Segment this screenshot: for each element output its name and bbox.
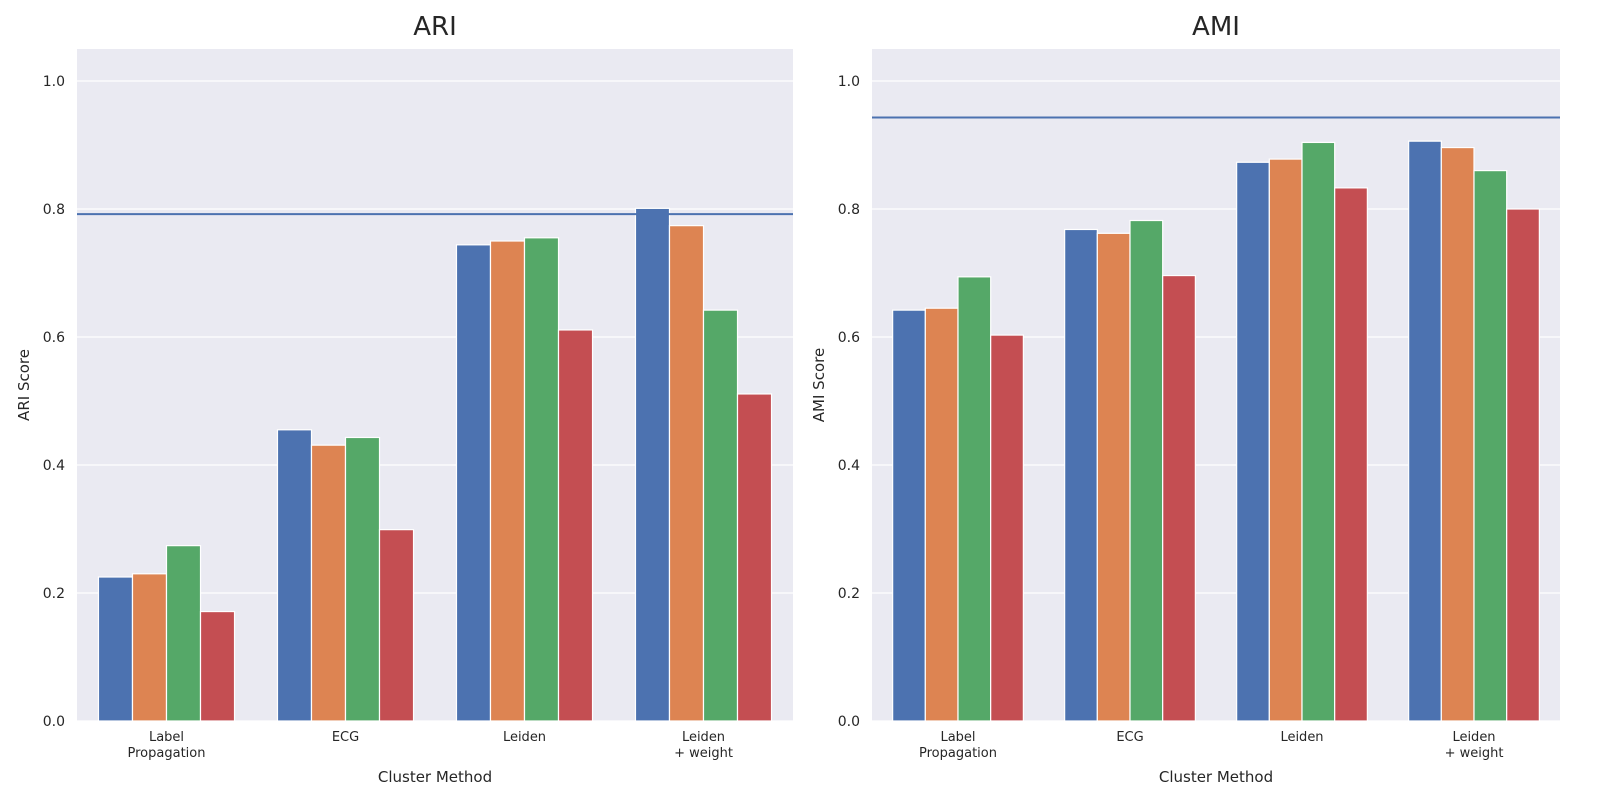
ari-bar — [97, 576, 134, 722]
ari-bar — [634, 207, 671, 722]
ami-bar — [1440, 146, 1475, 722]
ari-title: ARI — [413, 12, 457, 42]
ari-category-label: Leiden + weight — [674, 730, 733, 761]
ami-ytick-label: 0.4 — [838, 458, 860, 474]
ami-bar — [924, 307, 959, 722]
ami-category-label-line: Leiden — [1452, 730, 1495, 745]
ami-title: AMI — [1192, 12, 1240, 42]
ari-bar — [276, 429, 313, 722]
ami-ytick-label: 1.0 — [838, 74, 860, 90]
ari-category-label-line: Leiden — [682, 730, 725, 745]
ari-bar — [523, 237, 560, 722]
ami-ytick-label: 0.8 — [838, 202, 860, 218]
ami-category-label-line: + weight — [1445, 746, 1504, 761]
ami-category-label-line: Leiden — [1280, 730, 1323, 745]
ami-bar — [1334, 187, 1368, 722]
ari-ytick-label: 1.0 — [43, 74, 65, 90]
ari-category-label-line: Propagation — [128, 746, 206, 761]
ari-xlabel: Cluster Method — [378, 768, 492, 786]
ami-category-label: Leiden + weight — [1445, 730, 1504, 761]
ari-category-label-line: Leiden — [503, 730, 546, 745]
ari-bar — [344, 436, 381, 722]
ami-ytick-label: 0.0 — [838, 714, 860, 730]
ari-bar — [310, 444, 347, 722]
ami-bar — [1408, 140, 1442, 722]
ari-chart: 0.0 0.2 0.4 0.6 0.8 1.0 Label Propagation ECG Lei… — [15, 12, 793, 786]
ami-category-label: ECG — [1116, 730, 1143, 745]
ari-bar — [199, 610, 236, 722]
ari-bar — [557, 329, 594, 722]
ari-category-label: ECG — [332, 730, 359, 745]
ami-bar — [1129, 219, 1164, 722]
ari-bar — [489, 240, 526, 722]
ari-bar — [378, 529, 415, 722]
ari-ylabel: ARI Score — [15, 349, 33, 421]
ami-bar — [957, 276, 992, 722]
ami-bar — [1236, 161, 1270, 722]
ami-category-label-line: Label — [940, 730, 975, 745]
ari-bar — [455, 244, 492, 722]
ami-bar — [1301, 141, 1336, 722]
ami-bar — [990, 334, 1024, 722]
ami-bar — [1506, 208, 1540, 722]
ami-ytick-label: 0.6 — [838, 330, 860, 346]
ari-bar — [702, 309, 739, 722]
ari-category-label-line: ECG — [332, 730, 359, 745]
ari-ytick-label: 0.4 — [43, 458, 65, 474]
ami-category-label-line: Propagation — [919, 746, 997, 761]
ari-category-label: Leiden — [503, 730, 546, 745]
ari-ytick-label: 0.8 — [43, 202, 65, 218]
ari-bar — [668, 225, 705, 722]
ami-bar — [1064, 228, 1098, 722]
ami-bar — [892, 309, 926, 722]
ari-ytick-label: 0.2 — [43, 586, 65, 602]
ari-bar — [131, 573, 168, 722]
ari-category-label: Label Propagation — [128, 730, 206, 761]
ami-xlabel: Cluster Method — [1159, 768, 1273, 786]
ami-bar — [1268, 158, 1303, 722]
ami-bar — [1473, 170, 1508, 722]
ari-ytick-label: 0.0 — [43, 714, 65, 730]
ari-bar — [165, 545, 202, 722]
ami-chart: 0.0 0.2 0.4 0.6 0.8 1.0 Label Propagation ECG Lei… — [810, 12, 1560, 786]
ami-bar — [1096, 232, 1131, 722]
ari-ytick-label: 0.6 — [43, 330, 65, 346]
ari-bar — [736, 393, 773, 722]
ami-bar — [1162, 274, 1196, 722]
ami-ytick-label: 0.2 — [838, 586, 860, 602]
ari-category-label-line: + weight — [674, 746, 733, 761]
ami-category-label: Label Propagation — [919, 730, 997, 761]
ami-ylabel: AMI Score — [810, 348, 828, 422]
ami-category-label-line: ECG — [1116, 730, 1143, 745]
ami-category-label: Leiden — [1280, 730, 1323, 745]
ari-category-label-line: Label — [149, 730, 184, 745]
